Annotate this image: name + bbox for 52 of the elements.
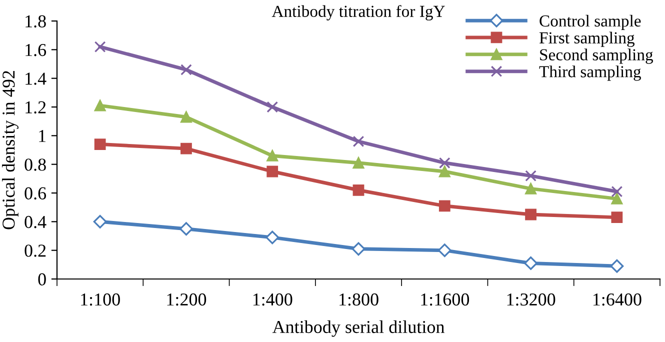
point bbox=[524, 256, 538, 270]
point bbox=[525, 183, 536, 194]
point bbox=[610, 259, 624, 273]
legend-label: Control sample bbox=[540, 14, 641, 30]
point bbox=[352, 157, 364, 169]
chart-title: Antibody titration for IgY bbox=[272, 5, 445, 20]
point bbox=[94, 100, 106, 112]
y-axis-title: Optical density in 492 bbox=[2, 71, 18, 230]
point bbox=[438, 244, 452, 258]
y-tick-label: 1.6 bbox=[26, 44, 46, 56]
y-tick-label: 0 bbox=[38, 273, 46, 286]
y-tick-label: 1.4 bbox=[26, 72, 46, 85]
point bbox=[438, 166, 450, 178]
x-axis-title: Antibody serial dilution bbox=[272, 320, 444, 337]
y-tick-label: 0.6 bbox=[24, 187, 46, 200]
legend-label: First sampling bbox=[539, 32, 635, 47]
point bbox=[438, 200, 450, 212]
point bbox=[180, 111, 192, 123]
point bbox=[352, 136, 364, 148]
x-tick-label: 1:800 bbox=[340, 293, 378, 306]
y-tick-label: 0.2 bbox=[24, 244, 46, 257]
y-tick-label: 0.4 bbox=[24, 216, 46, 228]
point bbox=[93, 214, 107, 228]
point bbox=[611, 193, 623, 204]
point bbox=[611, 186, 623, 198]
point bbox=[180, 64, 192, 76]
y-tick-label: 0.8 bbox=[24, 158, 46, 171]
point bbox=[352, 242, 366, 256]
point bbox=[266, 101, 278, 113]
y-tick-label: 1.2 bbox=[26, 101, 46, 114]
point bbox=[611, 212, 623, 224]
point bbox=[94, 41, 106, 52]
x-tick-label: 1:3200 bbox=[507, 293, 556, 306]
y-tick-label: 1 bbox=[39, 130, 46, 142]
x-tick-label: 1:400 bbox=[253, 293, 292, 306]
point bbox=[266, 150, 278, 162]
x-tick-label: 1:1600 bbox=[421, 293, 470, 306]
x-tick-label: 1:200 bbox=[167, 293, 206, 306]
point bbox=[525, 208, 536, 220]
point bbox=[180, 142, 192, 154]
point bbox=[525, 170, 536, 182]
point bbox=[94, 138, 106, 150]
point bbox=[438, 157, 450, 169]
x-tick-label: 1:100 bbox=[81, 293, 120, 306]
point bbox=[266, 230, 280, 244]
legend-label: Second sampling bbox=[540, 48, 654, 64]
point bbox=[179, 222, 193, 236]
y-tick-label: 1.8 bbox=[26, 15, 46, 28]
legend-label: Third sampling bbox=[539, 66, 641, 81]
x-tick-label: 1:6400 bbox=[593, 293, 642, 306]
point bbox=[266, 166, 278, 178]
point bbox=[352, 184, 364, 196]
